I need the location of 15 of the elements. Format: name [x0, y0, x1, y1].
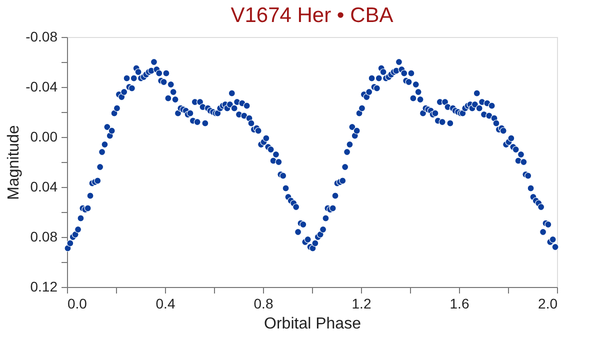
x-tick-label: 0.0 [68, 296, 88, 312]
x-tick-label: 1.2 [352, 296, 372, 312]
chart-title: V1674 Her • CBA [230, 4, 394, 27]
y-tick-label: 0.12 [30, 278, 58, 294]
x-tick-label: 1.6 [450, 296, 470, 312]
y-tick-label: 0.08 [30, 228, 58, 244]
x-tick-label: 0.4 [156, 296, 176, 312]
y-tick-label: 0.00 [30, 128, 58, 144]
y-tick-label: 0.04 [30, 178, 58, 194]
y-axis-title: Magnitude [6, 125, 23, 200]
x-tick-label: 2.0 [538, 296, 558, 312]
x-tick-label: 0.8 [254, 296, 274, 312]
y-tick-label: -0.08 [26, 28, 58, 44]
x-axis-title: Orbital Phase [264, 316, 362, 332]
y-tick-label: -0.04 [26, 78, 58, 94]
